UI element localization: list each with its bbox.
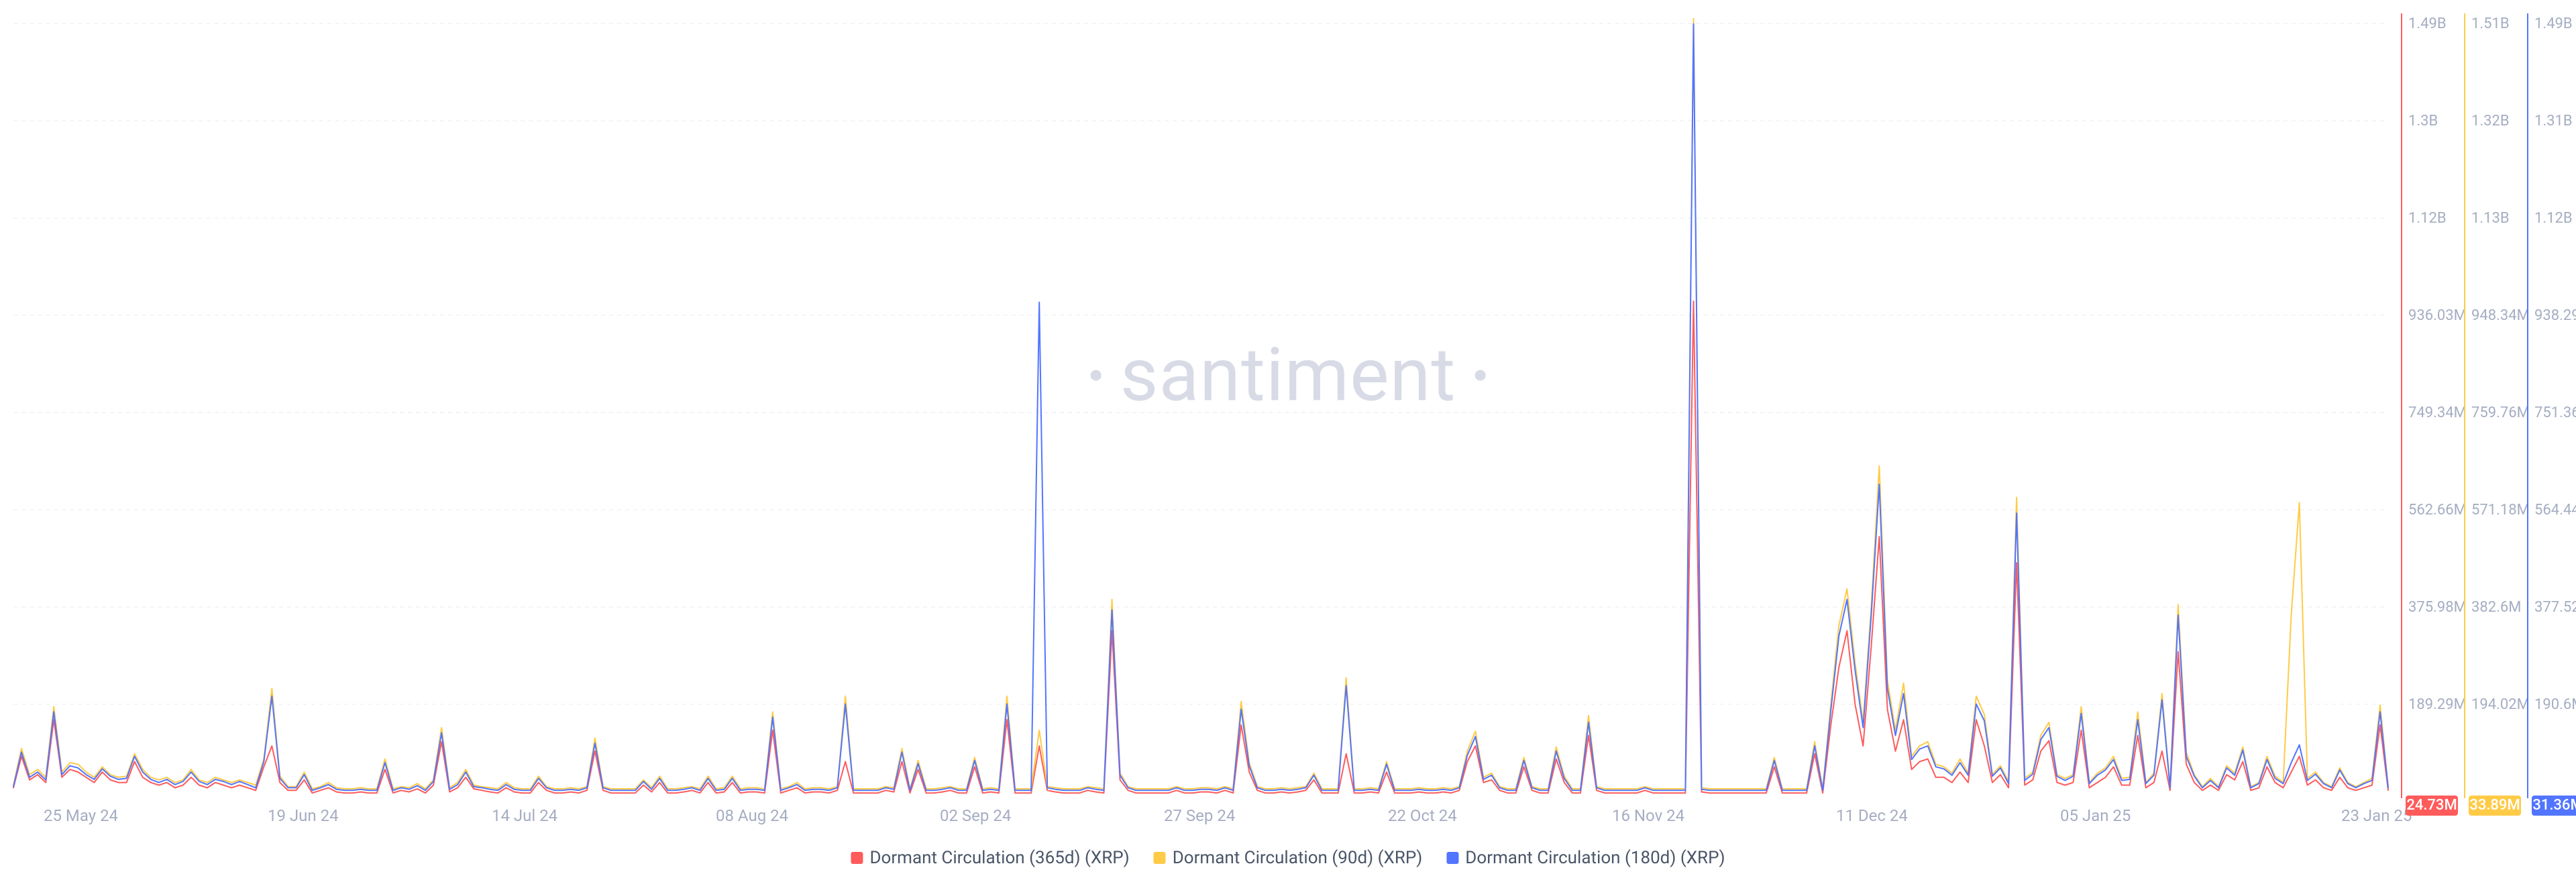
chart-container: santiment 25 May 2419 Jun 2414 Jul 2408 … (0, 0, 2576, 872)
legend-swatch (851, 852, 863, 864)
svg-text:19 Jun 24: 19 Jun 24 (268, 806, 339, 825)
svg-text:1.13B: 1.13B (2471, 210, 2510, 227)
svg-text:1.31B: 1.31B (2534, 113, 2573, 129)
svg-text:938.29M: 938.29M (2534, 307, 2576, 324)
svg-text:1.12B: 1.12B (2534, 210, 2573, 227)
svg-text:33.89M: 33.89M (2469, 797, 2520, 814)
svg-text:1.51B: 1.51B (2471, 15, 2510, 32)
svg-text:751.36M: 751.36M (2534, 404, 2576, 421)
svg-text:571.18M: 571.18M (2471, 502, 2530, 519)
svg-text:194.02M: 194.02M (2471, 696, 2530, 713)
svg-text:02 Sep 24: 02 Sep 24 (940, 806, 1011, 825)
svg-text:11 Dec 24: 11 Dec 24 (1836, 806, 1908, 825)
svg-text:562.66M: 562.66M (2408, 502, 2467, 519)
legend-label: Dormant Circulation (90d) (XRP) (1173, 848, 1423, 868)
svg-text:05 Jan 25: 05 Jan 25 (2060, 806, 2131, 825)
svg-text:189.29M: 189.29M (2408, 696, 2467, 713)
svg-text:1.49B: 1.49B (2534, 15, 2573, 32)
svg-text:190.6M: 190.6M (2534, 696, 2576, 713)
svg-text:377.52M: 377.52M (2534, 599, 2576, 616)
legend-swatch (1446, 852, 1458, 864)
legend-item: Dormant Circulation (180d) (XRP) (1446, 848, 1725, 868)
svg-text:25 May 24: 25 May 24 (44, 806, 118, 825)
svg-text:08 Aug 24: 08 Aug 24 (716, 806, 788, 825)
svg-text:27 Sep 24: 27 Sep 24 (1164, 806, 1235, 825)
svg-text:382.6M: 382.6M (2471, 599, 2521, 616)
svg-text:564.44M: 564.44M (2534, 502, 2576, 519)
svg-text:749.34M: 749.34M (2408, 404, 2467, 421)
svg-text:23 Jan 25: 23 Jan 25 (2341, 806, 2412, 825)
svg-text:948.34M: 948.34M (2471, 307, 2530, 324)
svg-text:375.98M: 375.98M (2408, 599, 2467, 616)
svg-text:759.76M: 759.76M (2471, 404, 2530, 421)
line-chart: 25 May 24 19 Jun 24 14 Jul 24 08 Aug 24 02 S… (0, 0, 2576, 872)
legend-label: Dormant Circulation (180d) (XRP) (1465, 848, 1725, 868)
legend-item: Dormant Circulation (365d) (XRP) (851, 848, 1129, 868)
svg-text:1.12B: 1.12B (2408, 210, 2447, 227)
svg-text:936.03M: 936.03M (2408, 307, 2467, 324)
svg-text:1.49B: 1.49B (2408, 15, 2447, 32)
svg-text:16 Nov 24: 16 Nov 24 (1612, 806, 1684, 825)
legend-label: Dormant Circulation (365d) (XRP) (869, 848, 1129, 868)
svg-text:22 Oct 24: 22 Oct 24 (1388, 806, 1457, 825)
svg-text:14 Jul 24: 14 Jul 24 (492, 806, 557, 825)
legend-swatch (1154, 852, 1166, 864)
svg-text:1.3B: 1.3B (2408, 113, 2438, 129)
legend-item: Dormant Circulation (90d) (XRP) (1154, 848, 1423, 868)
svg-text:31.36M: 31.36M (2532, 797, 2576, 814)
legend: Dormant Circulation (365d) (XRP) Dormant … (851, 848, 1725, 868)
svg-text:1.32B: 1.32B (2471, 113, 2510, 129)
svg-text:24.73M: 24.73M (2406, 797, 2457, 814)
